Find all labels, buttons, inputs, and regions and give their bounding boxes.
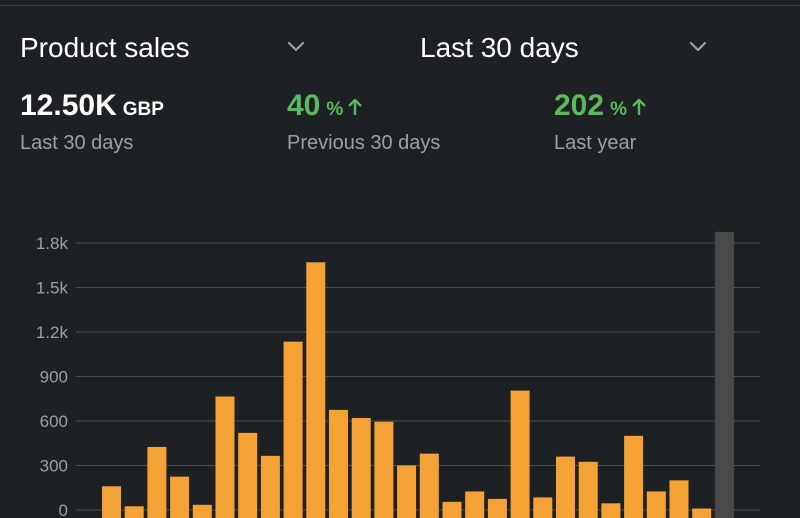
- bar[interactable]: [124, 506, 144, 518]
- bar[interactable]: [306, 262, 326, 518]
- y-tick-label: 300: [40, 457, 68, 476]
- metric-dropdown-label: Product sales: [20, 32, 190, 63]
- y-tick-label: 1.8k: [36, 234, 69, 253]
- bar[interactable]: [692, 508, 712, 518]
- bar[interactable]: [669, 480, 689, 518]
- top-divider: [0, 5, 800, 6]
- bar[interactable]: [624, 435, 644, 518]
- stat-vs-previous-period: 40% Previous 30 days: [287, 88, 440, 155]
- bar[interactable]: [442, 501, 462, 518]
- date-range-dropdown[interactable]: Last 30 days: [420, 28, 720, 68]
- bar[interactable]: [329, 409, 348, 518]
- bar[interactable]: [419, 453, 439, 518]
- y-tick-label: 0: [59, 501, 68, 518]
- bar[interactable]: [215, 396, 235, 518]
- stat-value: 40: [287, 89, 321, 122]
- bar-highlight[interactable]: [714, 231, 734, 518]
- bar[interactable]: [260, 455, 280, 518]
- stat-total-sales: 12.50K GBP Last 30 days: [20, 88, 164, 155]
- y-tick-label: 1.2k: [36, 323, 69, 342]
- arrow-up-icon: [348, 98, 363, 116]
- y-tick-label: 900: [40, 368, 68, 387]
- bar[interactable]: [601, 503, 621, 518]
- bar[interactable]: [578, 461, 598, 518]
- bar[interactable]: [465, 491, 485, 518]
- bar[interactable]: [192, 504, 212, 518]
- bar[interactable]: [556, 456, 575, 518]
- stat-label: Previous 30 days: [287, 132, 441, 154]
- date-range-dropdown-label: Last 30 days: [420, 32, 579, 63]
- stat-value-row: 202%: [554, 88, 647, 128]
- bar[interactable]: [487, 498, 507, 518]
- stat-value-row: 40%: [287, 88, 440, 128]
- bar[interactable]: [170, 476, 190, 518]
- chevron-down-icon: [287, 41, 305, 52]
- bar[interactable]: [283, 341, 303, 518]
- y-tick-label: 600: [40, 412, 68, 431]
- bar[interactable]: [351, 418, 371, 518]
- stat-value: 202: [554, 89, 605, 122]
- bar[interactable]: [374, 421, 394, 518]
- bar[interactable]: [102, 486, 121, 518]
- bar[interactable]: [646, 491, 666, 518]
- arrow-up-icon: [632, 98, 646, 116]
- stat-label: Last year: [554, 132, 637, 154]
- stat-value: 12.50K: [20, 89, 117, 122]
- stat-value-row: 12.50K GBP: [20, 88, 164, 128]
- bar[interactable]: [510, 390, 530, 518]
- bar[interactable]: [397, 465, 417, 518]
- stat-label: Last 30 days: [20, 132, 134, 154]
- bar[interactable]: [147, 446, 167, 518]
- stat-unit: %: [326, 99, 344, 120]
- chevron-down-icon: [689, 41, 707, 52]
- y-tick-label: 1.5k: [36, 279, 69, 298]
- stat-unit: %: [610, 99, 627, 120]
- stat-vs-last-year: 202% Last year: [554, 88, 647, 155]
- metric-dropdown[interactable]: Product sales: [20, 28, 320, 68]
- stat-unit: GBP: [122, 99, 164, 120]
- bar[interactable]: [533, 497, 553, 518]
- bar[interactable]: [238, 432, 258, 518]
